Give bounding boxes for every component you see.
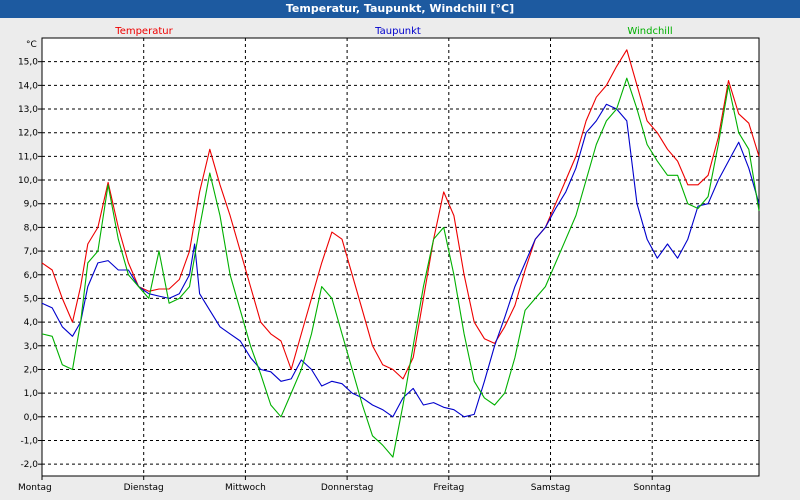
x-day-label: Samstag bbox=[531, 483, 570, 493]
y-tick-label: 4,0 bbox=[24, 318, 39, 328]
y-tick-label: 13,0 bbox=[18, 105, 38, 115]
y-tick-label: 15,0 bbox=[18, 58, 38, 68]
x-day-label: Sonntag bbox=[634, 483, 671, 493]
x-axis: Montag28.10.19Dienstag29.10.19Mittwoch30… bbox=[18, 476, 671, 493]
legend-windchill: Windchill bbox=[627, 26, 672, 37]
plot-area bbox=[41, 37, 760, 477]
chart-title: Temperatur, Taupunkt, Windchill [°C] bbox=[0, 0, 800, 18]
line-chart: -2,0 -1,0 0,0 1,0 2,0 3,0 4,0 5,0 6,0 7,0 8,0 9,0 10… bbox=[18, 26, 760, 493]
y-tick-label: 5,0 bbox=[24, 294, 39, 304]
y-unit-label: °C bbox=[26, 40, 37, 50]
y-tick-label: 2,0 bbox=[24, 365, 39, 375]
series-lines bbox=[41, 49, 760, 458]
legend-temperatur: Temperatur bbox=[114, 26, 173, 37]
series-line-temperatur bbox=[41, 49, 760, 380]
y-tick-label: 9,0 bbox=[24, 200, 39, 210]
y-tick-label: 14,0 bbox=[18, 81, 38, 91]
x-day-label: Mittwoch bbox=[225, 483, 266, 493]
x-day-label: Donnerstag bbox=[321, 483, 374, 493]
y-tick-label: 11,0 bbox=[18, 152, 38, 162]
series-line-windchill bbox=[41, 77, 760, 458]
y-axis: -2,0 -1,0 0,0 1,0 2,0 3,0 4,0 5,0 6,0 7,0 8,0 9,0 10… bbox=[18, 58, 42, 470]
y-tick-label: -1,0 bbox=[20, 436, 38, 446]
y-tick-label: 8,0 bbox=[24, 223, 39, 233]
x-day-label: Montag bbox=[18, 483, 52, 493]
y-tick-label: 7,0 bbox=[24, 247, 39, 257]
y-tick-label: -2,0 bbox=[20, 460, 38, 470]
y-tick-label: 6,0 bbox=[24, 271, 39, 281]
x-day-label: Freitag bbox=[433, 483, 464, 493]
legend-taupunkt: Taupunkt bbox=[374, 26, 421, 37]
x-day-label: Dienstag bbox=[124, 483, 164, 493]
y-tick-label: 1,0 bbox=[24, 389, 39, 399]
y-tick-label: 12,0 bbox=[18, 129, 38, 139]
grid-lines bbox=[42, 38, 759, 476]
y-tick-label: 3,0 bbox=[24, 342, 39, 352]
y-tick-label: 0,0 bbox=[24, 413, 39, 423]
series-line-taupunkt bbox=[41, 103, 760, 418]
y-tick-label: 10,0 bbox=[18, 176, 38, 186]
